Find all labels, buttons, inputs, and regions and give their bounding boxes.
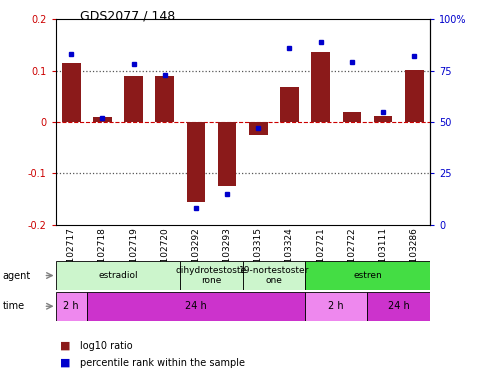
Text: dihydrotestoste
rone: dihydrotestoste rone: [176, 266, 247, 285]
Text: ■: ■: [60, 358, 71, 368]
Text: 2 h: 2 h: [63, 301, 79, 311]
Text: 2 h: 2 h: [328, 301, 344, 311]
Text: estren: estren: [353, 271, 382, 280]
Bar: [374, 116, 392, 122]
Bar: [56, 292, 87, 321]
Text: GDS2077 / 148: GDS2077 / 148: [80, 10, 175, 23]
Text: time: time: [2, 301, 25, 311]
Bar: [305, 292, 368, 321]
Bar: [312, 51, 330, 122]
Bar: [342, 112, 361, 122]
Text: ■: ■: [60, 341, 71, 351]
Bar: [124, 76, 143, 122]
Text: log10 ratio: log10 ratio: [80, 341, 132, 351]
Bar: [280, 87, 299, 122]
Text: estradiol: estradiol: [98, 271, 138, 280]
Bar: [305, 261, 430, 290]
Bar: [87, 292, 305, 321]
Bar: [56, 261, 180, 290]
Bar: [180, 261, 242, 290]
Bar: [186, 122, 205, 202]
Text: 24 h: 24 h: [388, 301, 410, 311]
Bar: [249, 122, 268, 135]
Bar: [405, 70, 424, 122]
Text: 19-nortestoster
one: 19-nortestoster one: [239, 266, 309, 285]
Text: 24 h: 24 h: [185, 301, 207, 311]
Bar: [242, 261, 305, 290]
Bar: [93, 117, 112, 122]
Bar: [156, 76, 174, 122]
Text: percentile rank within the sample: percentile rank within the sample: [80, 358, 245, 368]
Bar: [368, 292, 430, 321]
Text: agent: agent: [2, 270, 30, 281]
Bar: [62, 63, 81, 122]
Bar: [218, 122, 237, 186]
